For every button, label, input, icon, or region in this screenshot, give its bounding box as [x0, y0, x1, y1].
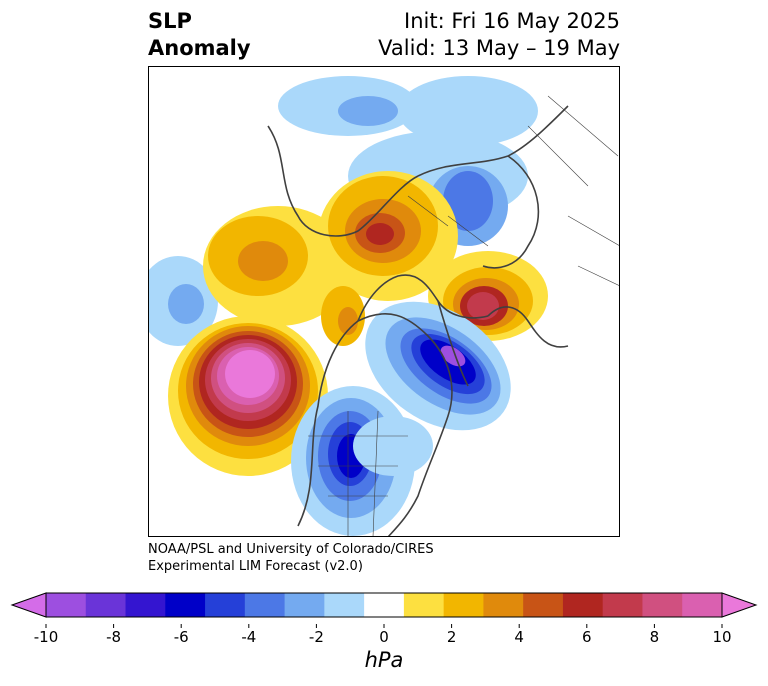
colorbar-cell — [205, 593, 246, 617]
title-line-2: Anomaly — [148, 36, 251, 60]
colorbar-cell — [562, 593, 604, 617]
colorbar-cell — [682, 593, 723, 617]
colorbar-ticks: -10 -8 -6 -4 -2 0 2 4 6 8 10 — [34, 624, 732, 646]
title-line-1: SLP — [148, 9, 192, 33]
colorbar-extend-high — [721, 592, 758, 618]
colorbar-outline — [45, 592, 723, 618]
colorbar-cell — [443, 593, 484, 617]
colorbar-tick-label: 2 — [447, 628, 457, 646]
colorbar-cell — [403, 593, 445, 617]
colorbar — [10, 592, 758, 618]
colorbar-units: hPa — [364, 648, 404, 672]
init-date: Init: Fri 16 May 2025 — [404, 9, 620, 33]
colorbar-cell — [244, 593, 286, 617]
colorbar-tick-label: 10 — [712, 628, 731, 646]
colorbar-tick-label: -4 — [241, 628, 256, 646]
colorbar-cell — [523, 593, 564, 617]
colorbar-tick-label: -8 — [106, 628, 121, 646]
colorbar-cell — [284, 593, 325, 617]
valid-range: Valid: 13 May – 19 May — [378, 36, 620, 60]
anomaly-field — [148, 76, 548, 536]
colorbar-cell — [165, 593, 206, 617]
colorbar-extend-low — [10, 592, 47, 618]
colorbar-tick-label: 8 — [650, 628, 660, 646]
forecast-dates: Init: Fri 16 May 2025 Valid: 13 May – 19… — [378, 8, 620, 62]
colorbar-cell — [642, 593, 683, 617]
colorbar-cell — [602, 593, 643, 617]
colorbar-tick-label: -10 — [34, 628, 59, 646]
colorbar-tick-label: -6 — [174, 628, 189, 646]
map-title: SLP Anomaly — [148, 8, 251, 62]
colorbar-cell — [85, 593, 127, 617]
borders — [308, 95, 620, 537]
colorbar-tick-label: -2 — [309, 628, 324, 646]
map-panel — [148, 66, 620, 537]
credit-text: NOAA/PSL and University of Colorado/CIRE… — [148, 541, 434, 575]
credit-line-2: Experimental LIM Forecast (v2.0) — [148, 559, 363, 574]
colorbar-tick-label: 0 — [379, 628, 389, 646]
colorbar-cell — [46, 593, 87, 617]
colorbar-cell — [483, 593, 524, 617]
colorbar-tick-label: 4 — [514, 628, 524, 646]
colorbar-cell — [125, 593, 166, 617]
colorbar-tick-label: 6 — [582, 628, 592, 646]
credit-line-1: NOAA/PSL and University of Colorado/CIRE… — [148, 542, 434, 557]
colorbar-cell — [364, 593, 405, 617]
colorbar-cell — [324, 593, 365, 617]
coastlines — [267, 105, 569, 537]
